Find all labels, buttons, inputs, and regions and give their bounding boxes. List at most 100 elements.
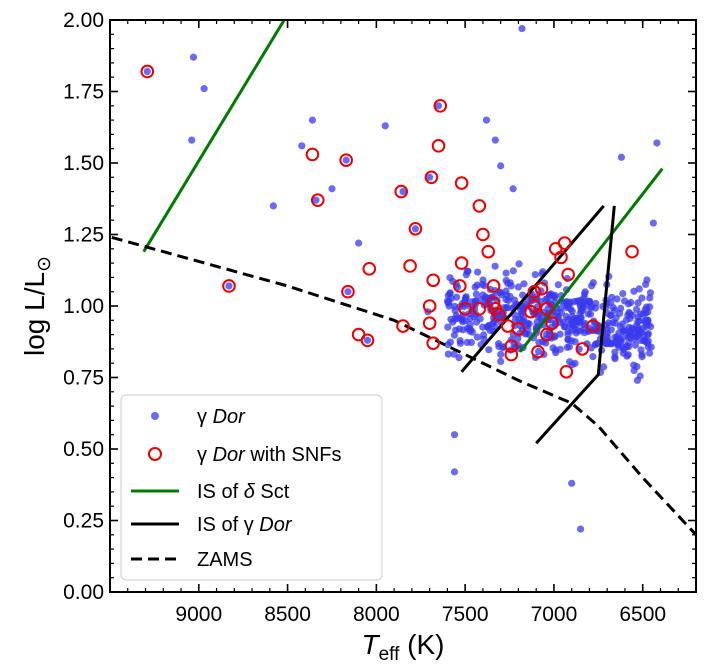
gdor-point [638, 294, 646, 302]
gdor-point [580, 294, 588, 302]
gdor-point [468, 328, 476, 336]
gdor-point [642, 303, 651, 311]
gdor-point [609, 304, 617, 312]
snf-ring [476, 227, 490, 242]
gdor-point [559, 318, 568, 326]
gdor-point [444, 350, 452, 358]
snf-ring [486, 296, 501, 310]
zams-line [111, 235, 696, 536]
snf-ring [458, 302, 472, 316]
gdor-point [464, 267, 472, 275]
gdor-point [518, 24, 526, 33]
gdor-point [649, 219, 657, 227]
snf-ring [472, 199, 487, 213]
gdor-point [451, 306, 459, 315]
gdor-point [497, 357, 505, 365]
snf-ring [422, 316, 437, 330]
gdor-point [549, 344, 557, 352]
legend-label: IS of δ Sct [197, 481, 290, 503]
snf-ring [472, 302, 487, 316]
snf-ring [454, 176, 469, 190]
gdor-point [569, 318, 578, 326]
gdor-point [450, 468, 459, 476]
x-tick-label: 7000 [531, 603, 578, 626]
snf-rings [140, 64, 639, 379]
gdor-point [502, 304, 511, 312]
gdor-point [473, 281, 481, 289]
gdor-point [456, 337, 464, 345]
gdor-point [579, 303, 588, 312]
y-tick-label: 1.00 [63, 295, 104, 318]
snf-ring [403, 259, 417, 273]
gdor-point [531, 271, 539, 279]
gdor-point [646, 289, 655, 297]
y-axis-label: log L/L⊙ [19, 256, 55, 356]
snf-ring [561, 267, 575, 282]
gdor-point [514, 283, 523, 291]
gdor-point [644, 343, 652, 351]
snf-ring [545, 316, 559, 330]
gdor-point [509, 267, 517, 275]
gdor-point [635, 285, 643, 293]
gdor-point [444, 323, 452, 331]
x-tick-label: 7500 [442, 603, 489, 626]
gdor-point [554, 281, 562, 289]
gdor-point [535, 347, 543, 355]
gdor-point [298, 142, 306, 150]
snf-ring [481, 244, 496, 259]
gdor-point [568, 479, 576, 487]
gdor-point [600, 363, 608, 371]
gdor-point [586, 297, 594, 306]
gdor-point [497, 350, 505, 358]
y-tick-label: 0.25 [63, 510, 104, 533]
gdor-scatter-points [143, 24, 661, 533]
gdor-point [381, 122, 389, 130]
gdor-point [621, 297, 629, 305]
gdor-point [472, 290, 480, 298]
gdor-point [484, 322, 492, 331]
snf-ring [554, 250, 568, 265]
gdor-point [557, 308, 566, 317]
gdor-point [556, 330, 564, 338]
snf-ring [431, 139, 446, 153]
gdor-point [399, 188, 407, 196]
legend-label: γ Dor with SNFs [197, 444, 341, 466]
gdor-point [571, 326, 579, 334]
gdor-point [619, 290, 627, 298]
delta-sct-is-line [142, 20, 286, 253]
legend: γ Dor γ Dor with SNFs IS of δ Sct IS of γ D… [120, 394, 383, 581]
legend-label: γ Dor [197, 406, 246, 428]
gdor-point [628, 311, 637, 319]
gdor-point [502, 295, 510, 303]
gdor-point [328, 185, 336, 193]
snf-ring [424, 170, 439, 185]
y-tick-label: 0.75 [63, 367, 104, 390]
gdor-point [607, 326, 615, 334]
gdor-point [485, 346, 493, 354]
gdor-point [495, 340, 503, 348]
gdor-point [639, 324, 647, 332]
gdor-point [269, 202, 277, 210]
legend-label: IS of γ Dor [197, 514, 293, 536]
gdor-point [636, 310, 645, 318]
gdor-is-line [460, 204, 605, 373]
snf-ring [527, 299, 542, 313]
snf-ring [140, 64, 155, 79]
snf-ring [534, 282, 549, 296]
gdor-point [312, 196, 320, 204]
snf-ring [422, 299, 437, 313]
gdor-point [510, 296, 519, 304]
gdor-point [653, 139, 661, 147]
gdor-point [638, 353, 646, 361]
gdor-point [188, 136, 196, 144]
gdor-point [189, 53, 198, 61]
gdor-scatter-cloud [443, 260, 655, 380]
gdor-point [565, 343, 574, 351]
tick-labels: 9000 8500 8000 7500 7000 6500 0.00 0.25 0.50 0.75… [63, 9, 666, 626]
legend-gdor-marker [151, 412, 159, 420]
snf-ring [339, 153, 353, 167]
gdor-point [473, 333, 481, 341]
gdor-point [604, 309, 612, 318]
gdor-point [474, 268, 482, 276]
gdor-point [450, 331, 458, 339]
